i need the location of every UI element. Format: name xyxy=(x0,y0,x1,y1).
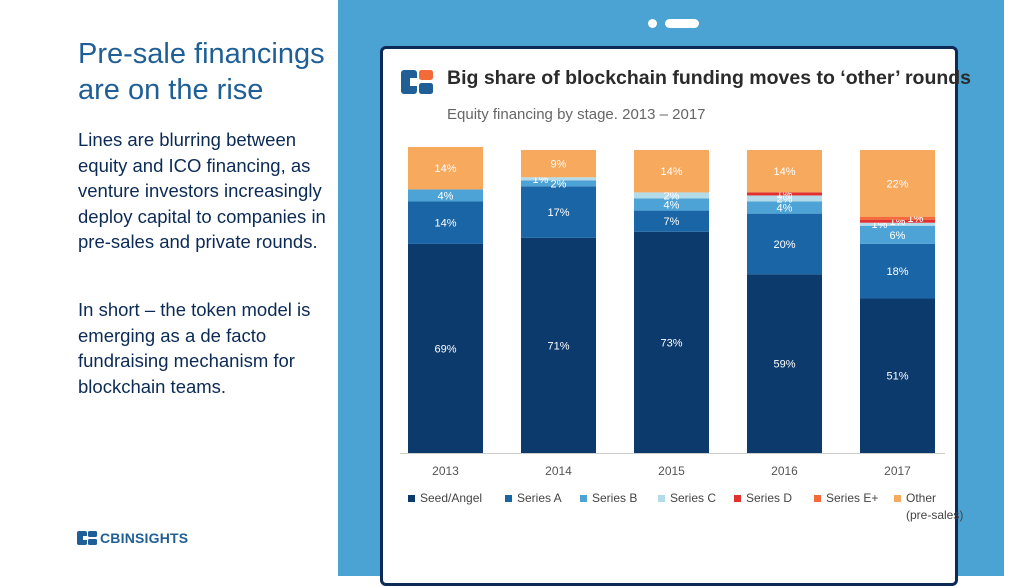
bar-segment xyxy=(747,201,822,214)
cbinsights-logo: CBINSIGHTS xyxy=(77,530,188,546)
bar-segment xyxy=(521,180,596,187)
bar-segment xyxy=(747,150,822,193)
bar-segment xyxy=(634,231,709,453)
legend-swatch xyxy=(580,495,587,502)
body-paragraph-1: Lines are blurring between equity and IC… xyxy=(78,129,326,252)
legend-swatch xyxy=(505,495,512,502)
legend-swatch xyxy=(734,495,741,502)
bar-segment xyxy=(408,189,483,202)
bar-segment xyxy=(747,192,822,196)
x-tick-label: 2017 xyxy=(884,464,911,478)
bar-segment xyxy=(860,216,935,220)
legend-label: Seed/Angel xyxy=(420,491,483,505)
legend-label: Series D xyxy=(746,491,793,505)
data-label: 18% xyxy=(886,266,908,278)
speaker-bar-icon xyxy=(665,19,699,28)
data-label: 14% xyxy=(660,166,682,178)
legend-swatch xyxy=(894,495,901,502)
legend-swatch xyxy=(814,495,821,502)
right-edge-strip xyxy=(1004,0,1024,576)
bar-segment xyxy=(860,222,935,226)
left-panel: Pre-sale financings are on the rise Line… xyxy=(0,0,338,576)
data-label: 2% xyxy=(664,190,680,202)
data-label: 51% xyxy=(886,371,908,383)
data-label: 9% xyxy=(551,159,567,171)
bar-segment xyxy=(634,192,709,199)
slide-title: Pre-sale financings are on the rise xyxy=(78,38,325,106)
data-label: 17% xyxy=(547,207,569,219)
data-label: 14% xyxy=(434,218,456,230)
data-label: 4% xyxy=(777,203,793,215)
x-tick-label: 2013 xyxy=(432,464,459,478)
bar-segment xyxy=(860,225,935,244)
legend-item: Series A xyxy=(505,490,562,507)
data-label: 71% xyxy=(547,340,569,352)
stacked-bar-chart: 69%14%4%14%201371%17%2%1%9%201473%7%4%2%… xyxy=(400,146,945,478)
chart-subtitle: Equity financing by stage. 2013 – 2017 xyxy=(447,106,706,123)
bar-segment xyxy=(521,177,596,181)
camera-dot-icon xyxy=(648,19,657,28)
data-label: 14% xyxy=(434,163,456,175)
x-tick-label: 2015 xyxy=(658,464,685,478)
x-tick-label: 2016 xyxy=(771,464,798,478)
data-label: 2% xyxy=(551,178,567,190)
bar-segment xyxy=(634,210,709,232)
legend-item: Series B xyxy=(580,490,637,507)
legend-item: Series D xyxy=(734,490,792,507)
legend-item: Other (pre-sales) xyxy=(894,490,963,524)
legend-swatch xyxy=(408,495,415,502)
bar-segment xyxy=(521,150,596,178)
bar-segment xyxy=(408,201,483,244)
legend-label: Series E+ xyxy=(826,491,879,505)
cb-mark-icon xyxy=(401,70,433,94)
bar-segment xyxy=(408,243,483,453)
cbinsights-logo-icon xyxy=(77,531,97,545)
bar-segment xyxy=(747,195,822,202)
bar-segment xyxy=(521,237,596,453)
data-label: 14% xyxy=(773,166,795,178)
chart-brand-icon xyxy=(401,70,433,99)
chart-legend: Seed/Angel Series A Series B Series C Series… xyxy=(408,490,968,530)
logo-wordmark: CBINSIGHTS xyxy=(100,530,189,546)
legend-item: Series C xyxy=(658,490,716,507)
data-label: 69% xyxy=(434,343,456,355)
data-label: 22% xyxy=(886,178,908,190)
bar-segment xyxy=(860,243,935,299)
bar-segment xyxy=(860,150,935,217)
legend-label: Series B xyxy=(592,491,638,505)
legend-item: Seed/Angel xyxy=(408,490,482,507)
data-label: 59% xyxy=(773,359,795,371)
bar-segment xyxy=(634,150,709,193)
chart-title: Big share of blockchain funding moves to… xyxy=(447,67,972,89)
legend-label: Series C xyxy=(670,491,717,505)
data-label: 73% xyxy=(660,337,682,349)
bar-segment xyxy=(634,198,709,211)
body-paragraph-2: In short – the token model is emerging a… xyxy=(78,299,311,397)
data-label: 4% xyxy=(438,190,454,202)
data-label: 2% xyxy=(777,193,793,205)
bar-segment xyxy=(747,213,822,275)
data-label: 4% xyxy=(664,200,680,212)
bar-segment xyxy=(521,186,596,238)
legend-swatch xyxy=(658,495,665,502)
bar-segment xyxy=(860,298,935,453)
bar-segment xyxy=(747,274,822,453)
data-label: 7% xyxy=(664,216,680,228)
data-label: 20% xyxy=(773,239,795,251)
bar-segment xyxy=(408,146,483,190)
legend-item: Series E+ xyxy=(814,490,878,507)
x-tick-label: 2014 xyxy=(545,464,572,478)
bar-segment xyxy=(860,219,935,223)
data-label: 6% xyxy=(890,230,906,242)
legend-label: Other (pre-sales) xyxy=(906,491,964,522)
legend-label: Series A xyxy=(517,491,562,505)
